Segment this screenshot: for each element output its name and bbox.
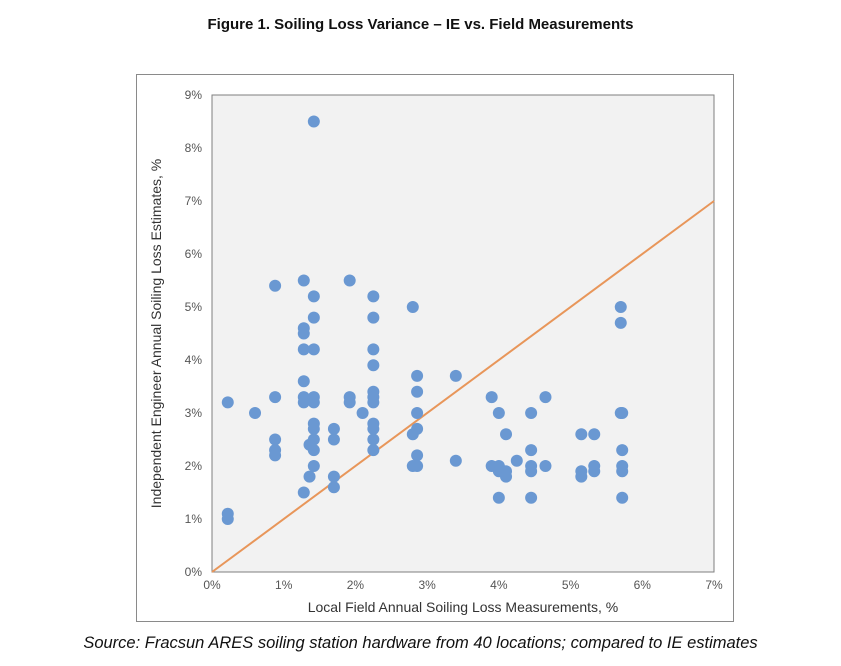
data-point (411, 369, 424, 382)
data-point (525, 444, 538, 457)
x-tick-label: 4% (490, 578, 508, 592)
data-point (303, 438, 316, 451)
data-point (343, 274, 356, 287)
figure-title: Figure 1. Soiling Loss Variance – IE vs.… (207, 16, 634, 33)
data-point (539, 391, 552, 404)
data-point (614, 301, 627, 313)
data-point (616, 465, 629, 478)
data-point (510, 454, 523, 467)
y-tick-label: 7% (185, 194, 203, 208)
data-point (616, 444, 629, 457)
data-point (297, 274, 310, 287)
data-point (269, 391, 282, 404)
x-axis-label: Local Field Annual Soiling Loss Measurem… (308, 599, 619, 615)
reference-line (211, 200, 715, 573)
data-point (367, 343, 380, 356)
y-tick-label: 1% (185, 512, 203, 526)
figure-caption: Source: Fracsun ARES soiling station har… (83, 634, 758, 652)
data-point (307, 115, 320, 128)
y-tick-label: 9% (185, 88, 203, 102)
data-point (307, 343, 320, 356)
y-tick-label: 3% (185, 406, 203, 420)
x-tick-label: 7% (705, 578, 723, 592)
data-point (367, 311, 380, 324)
data-point (588, 465, 601, 478)
data-point (307, 422, 320, 435)
x-tick-label: 2% (347, 578, 365, 592)
y-axis-label: Independent Engineer Annual Soiling Loss… (148, 159, 164, 508)
data-point (367, 359, 380, 372)
x-tick-label: 3% (418, 578, 436, 592)
data-point (367, 444, 380, 457)
data-point (411, 385, 424, 398)
data-point (297, 486, 310, 499)
data-point (367, 290, 380, 303)
data-point (221, 396, 234, 409)
reference-line-group (211, 200, 715, 573)
data-point (588, 428, 601, 441)
data-point (539, 460, 552, 472)
data-point (297, 375, 310, 388)
data-point (614, 316, 627, 329)
x-tick-label: 0% (203, 578, 221, 592)
data-point (356, 407, 369, 419)
data-point (500, 470, 513, 483)
y-tick-label: 8% (185, 141, 203, 155)
y-axis-ticks: 0% 1% 2% 3% 4% 5% 6% 7% 8% 9% (185, 88, 203, 579)
data-point (525, 491, 538, 504)
data-point (500, 428, 513, 441)
data-point (307, 460, 320, 472)
data-point (297, 396, 310, 409)
x-tick-label: 5% (562, 578, 580, 592)
data-point (485, 391, 498, 404)
plot-area (211, 94, 715, 573)
y-tick-label: 5% (185, 300, 203, 314)
data-point (269, 433, 282, 446)
x-tick-label: 1% (275, 578, 293, 592)
data-point (616, 407, 629, 419)
scatter-chart: 0% 1% 2% 3% 4% 5% 6% 7% 0% 1% 2% 3% 4% 5% 6% 7% 8% 9% Lo… (148, 88, 723, 615)
data-point (327, 481, 340, 494)
data-point (307, 290, 320, 303)
data-point (367, 422, 380, 435)
data-point (327, 433, 340, 446)
data-point (449, 369, 462, 382)
data-point (575, 470, 588, 483)
data-point (525, 407, 538, 419)
data-point (307, 396, 320, 409)
data-point (269, 449, 282, 462)
data-point (492, 491, 505, 504)
data-point (367, 433, 380, 446)
y-tick-label: 6% (185, 247, 203, 261)
data-point (406, 301, 419, 313)
data-point (269, 279, 282, 292)
data-point (343, 396, 356, 409)
data-point (411, 449, 424, 462)
data-point (492, 407, 505, 419)
data-point (303, 470, 316, 483)
data-point (411, 422, 424, 435)
data-point (327, 470, 340, 483)
data-point (249, 407, 262, 419)
data-point (221, 513, 234, 525)
data-point (449, 454, 462, 467)
data-point (307, 311, 320, 324)
y-tick-label: 4% (185, 353, 203, 367)
x-tick-label: 6% (634, 578, 652, 592)
x-axis-ticks: 0% 1% 2% 3% 4% 5% 6% 7% (203, 578, 723, 592)
data-point (575, 428, 588, 441)
data-point (297, 327, 310, 340)
data-point (616, 491, 629, 504)
data-point (367, 396, 380, 409)
data-point (411, 407, 424, 419)
data-points (221, 115, 629, 525)
y-tick-label: 0% (185, 565, 203, 579)
data-point (327, 422, 340, 435)
data-point (525, 465, 538, 478)
data-point (411, 460, 424, 472)
data-point (297, 343, 310, 356)
chart-frame: 0% 1% 2% 3% 4% 5% 6% 7% 0% 1% 2% 3% 4% 5% 6% 7% 8% 9% Lo… (136, 74, 734, 622)
y-tick-label: 2% (185, 459, 203, 473)
